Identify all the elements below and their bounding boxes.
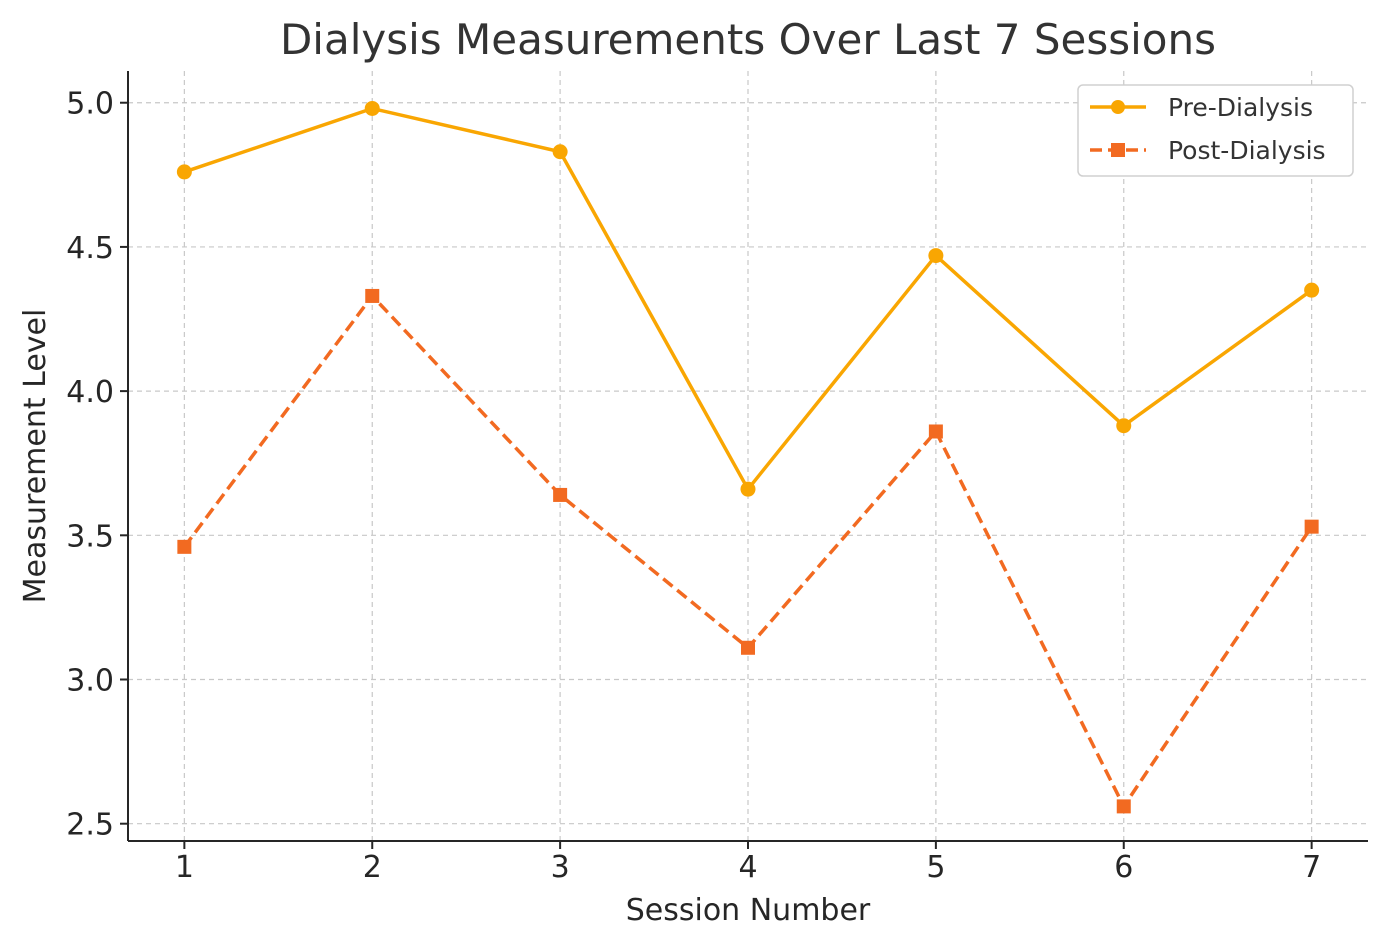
- y-tick-label: 3.5: [66, 519, 114, 554]
- x-axis-label: Session Number: [626, 893, 871, 928]
- grid: [128, 71, 1368, 841]
- legend-entry-post-dialysis: Post-Dialysis: [1090, 136, 1326, 165]
- data-point-post-dialysis: [741, 640, 755, 655]
- data-point-post-dialysis: [177, 539, 192, 554]
- data-point-pre-dialysis: [740, 481, 756, 497]
- x-tick-label: 5: [926, 850, 945, 885]
- data-series: [176, 100, 1320, 814]
- y-axis-label: Measurement Level: [18, 309, 53, 604]
- data-point-pre-dialysis: [364, 100, 380, 116]
- legend-marker-square: [1111, 143, 1125, 157]
- legend-label-pre-dialysis: Pre-Dialysis: [1168, 93, 1313, 122]
- data-point-post-dialysis: [928, 424, 943, 439]
- x-tick-label: 6: [1114, 850, 1133, 885]
- x-tick-label: 1: [175, 850, 194, 885]
- data-point-pre-dialysis: [1304, 282, 1320, 298]
- y-tick-label: 5.0: [66, 87, 114, 122]
- x-axis-ticks: 1 2 3 4 5 6 7: [175, 841, 1321, 885]
- x-tick-label: 7: [1302, 850, 1321, 885]
- legend-entry-pre-dialysis: Pre-Dialysis: [1090, 93, 1313, 122]
- chart-title: Dialysis Measurements Over Last 7 Sessio…: [280, 15, 1216, 64]
- data-point-post-dialysis: [1116, 799, 1131, 814]
- x-tick-label: 2: [363, 850, 382, 885]
- y-tick-label: 2.5: [66, 808, 114, 843]
- legend: Pre-Dialysis Post-Dialysis: [1077, 84, 1354, 177]
- x-tick-label: 3: [551, 850, 570, 885]
- legend-label-post-dialysis: Post-Dialysis: [1168, 136, 1326, 165]
- data-point-pre-dialysis: [176, 164, 192, 180]
- data-point-post-dialysis: [1304, 519, 1319, 534]
- y-tick-label: 3.0: [66, 664, 114, 699]
- y-tick-label: 4.0: [66, 375, 114, 410]
- data-point-post-dialysis: [365, 288, 380, 303]
- legend-frame: [1077, 84, 1354, 177]
- y-axis-ticks: 2.5 3.0 3.5 4.0 4.5 5.0: [66, 87, 128, 843]
- y-tick-label: 4.5: [66, 231, 114, 266]
- data-point-post-dialysis: [553, 487, 568, 502]
- data-point-pre-dialysis: [928, 248, 944, 264]
- data-point-pre-dialysis: [1116, 418, 1132, 434]
- data-point-pre-dialysis: [552, 144, 568, 160]
- x-tick-label: 4: [738, 850, 757, 885]
- legend-marker-circle: [1111, 100, 1125, 114]
